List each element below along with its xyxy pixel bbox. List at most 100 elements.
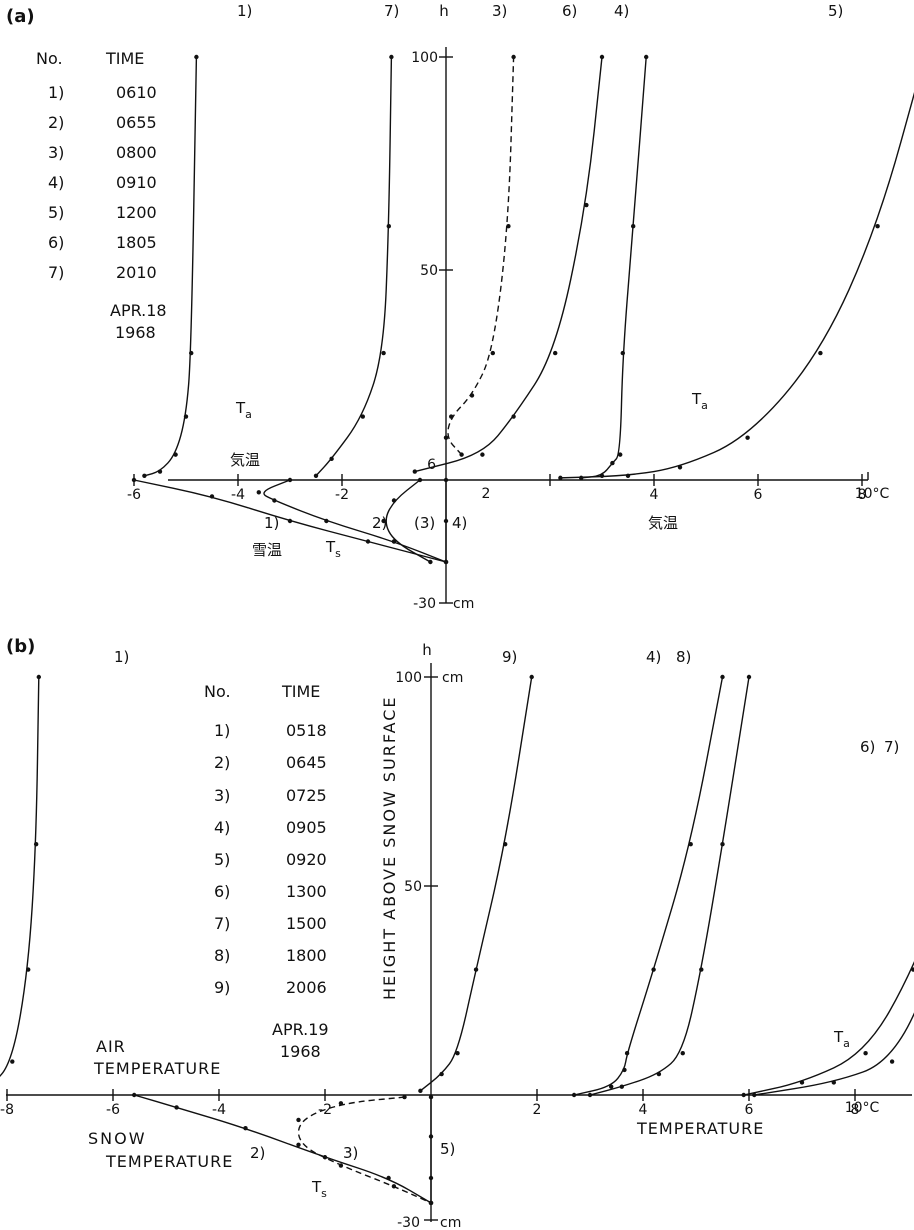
legend-a-no: 2) [48,113,64,132]
air-temp-jp-left: 気温 [230,451,260,469]
data-point [287,477,293,483]
legend-b-time: 1300 [286,882,327,901]
y-tick-label-b: 100 [395,670,422,686]
legend-b-no: 5) [214,850,230,869]
ta-left-a: Ta [235,399,252,421]
legend-a-no: 1) [48,83,64,102]
data-point [720,842,725,847]
data-point [511,54,516,60]
data-point [338,1163,344,1168]
snow-series-1 [133,479,447,563]
data-point [360,414,365,419]
data-point [443,518,449,524]
air-series-3 [447,56,515,456]
legend-a-no: 3) [48,143,64,162]
data-point [720,674,725,680]
snow-series-3 [297,1096,432,1204]
snow-temp-label-2: TEMPERATURE [105,1152,233,1171]
legend-b-header-time: TIME [281,682,320,701]
data-point [644,54,649,60]
x-tick-label: -2 [335,487,349,503]
curve-label-a: 5) [828,2,843,20]
data-point [132,1092,137,1098]
data-point [651,967,656,972]
data-point [459,452,464,457]
data-point [553,350,558,356]
x-tick-label: -4 [231,487,245,503]
legend-a-header-no: No. [36,49,63,68]
data-point [412,469,417,474]
legend-b-time: 1800 [286,946,327,965]
x-tick-label: 8 [851,1102,860,1118]
snow-series-2 [134,1094,432,1204]
y-tick-label-a: 50 [420,263,438,279]
legend-a-time: 0910 [116,173,157,192]
y-axis-label-a: h [439,2,449,20]
legend-b-no: 2) [214,753,230,772]
legend-a-time: 1805 [116,233,157,252]
data-point [338,1101,344,1106]
air-series-6 [743,961,914,1096]
y-tick-label-a: 6 [427,457,436,473]
data-point [746,674,752,680]
y-axis-label-b: h [422,641,432,659]
data-point [428,1094,434,1100]
legend-b-rows: 1) 0518 2) 0645 3) 0725 4) 0905 5) 0920 … [214,721,327,997]
data-point [473,967,479,972]
legend-b-time: 0645 [286,753,327,772]
data-point [741,1092,746,1098]
snow-curve-label-a: 1) [264,514,279,532]
data-point [36,674,41,680]
legend-a-no: 4) [48,173,64,192]
air-series-5 [560,91,914,479]
data-point [174,1105,179,1110]
data-point [322,1155,328,1160]
data-point [381,518,386,524]
legend-a-time: 0655 [116,113,157,132]
x-tick-label: 4 [639,1102,648,1118]
data-point [911,967,914,972]
data-point [194,54,199,60]
data-point [365,539,371,544]
panel-b-label: (b) [6,636,35,657]
panel-b: (b) No. TIME 1) 0518 2) 0645 3) 0725 4) … [0,636,914,1230]
legend-a-no: 5) [48,203,64,222]
y-tick-label-a: 100 [411,50,438,66]
ta-right-a: Ta [691,390,708,412]
data-point [142,473,147,478]
legend-b-time: 1500 [286,914,327,933]
data-point [584,202,589,208]
snow-curve-label-b: 3) [343,1144,358,1162]
snow-curve-label-a: 2) [372,514,387,532]
date-b-line1: APR.19 [272,1020,329,1039]
x-tick-label: -6 [127,487,141,503]
legend-a-no: 6) [48,233,64,252]
air-series-6 [414,56,603,473]
y-ticks-a [439,56,453,604]
data-point [428,1200,434,1206]
air-temp-label-2: TEMPERATURE [93,1059,221,1078]
data-point [558,475,563,481]
data-point [799,1080,805,1085]
y-bottom-label-a: -30 [413,596,436,612]
curve-label-a: 1) [237,2,252,20]
legend-b-header-no: No. [204,682,231,701]
data-point [386,1175,391,1181]
data-point [818,350,823,356]
y-unit-b: cm [440,1215,461,1230]
data-point [189,350,194,356]
y-tick-label-b: 50 [404,879,422,895]
x-tick-label: 6 [745,1102,754,1118]
snow-curve-label-b: 2) [250,1144,265,1162]
curve-label-a: 7) [384,2,399,20]
y-top-unit-b: cm [442,670,463,686]
curves-b [0,674,914,1206]
data-point [157,469,163,474]
curve-label-b: 1) [114,648,129,666]
ts-b: Ts [311,1178,327,1200]
x-tick-label: -6 [106,1102,120,1118]
x-tick-label: 8 [858,487,867,503]
data-point [680,1051,685,1056]
data-point [418,1088,423,1094]
